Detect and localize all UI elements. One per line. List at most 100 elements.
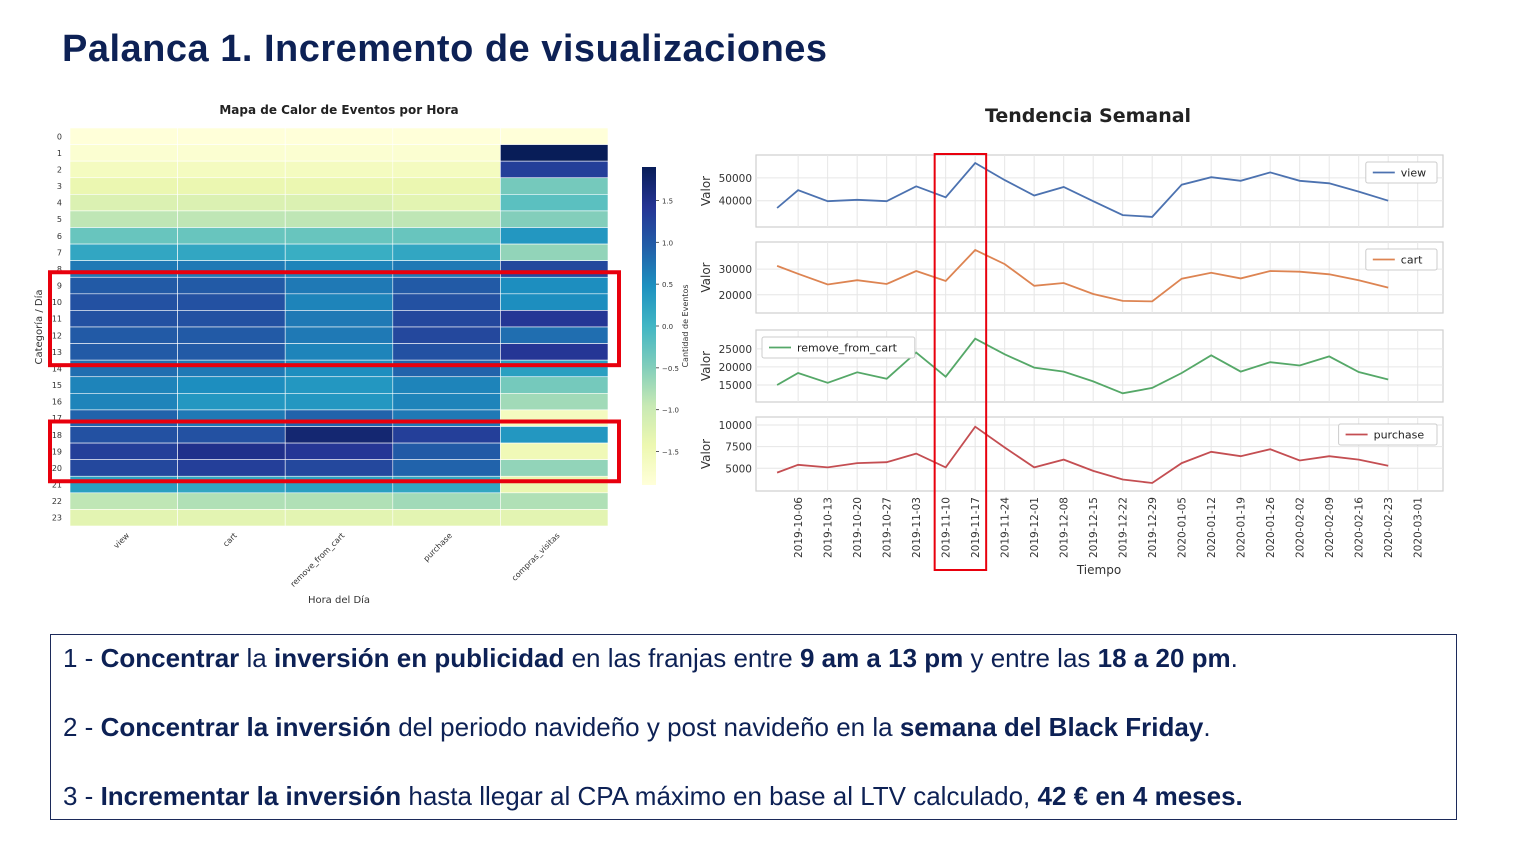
trend-x-tick-label: 2019-11-03 <box>911 497 923 558</box>
heatmap-cell <box>284 442 394 460</box>
heatmap-cell <box>69 210 178 228</box>
heatmap-cell <box>392 442 501 460</box>
heatmap-cell <box>284 409 394 427</box>
trend-x-tick-label: 2020-03-01 <box>1413 497 1425 558</box>
heatmap-cell <box>392 359 501 378</box>
heatmap-cell <box>69 177 178 195</box>
heatmap-row-label: 6 <box>57 232 62 241</box>
heatmap-cell <box>177 160 286 179</box>
trend-x-tick-label: 2020-02-23 <box>1383 497 1395 558</box>
heatmap-cell <box>284 276 394 295</box>
heatmap-row-label: 10 <box>52 298 62 307</box>
heatmap-cell <box>177 127 286 145</box>
heatmap-cell <box>500 194 609 212</box>
heatmap-cell <box>69 343 178 361</box>
recommendation-3: 3 - Incrementar la inversión hasta llega… <box>63 781 1444 850</box>
heatmap-cell <box>284 210 394 228</box>
heatmap-cell <box>284 475 394 494</box>
heatmap-cell <box>392 210 501 228</box>
note-text: 9 am a 13 pm <box>799 643 964 673</box>
heatmap-col-label: compras_visitas <box>510 531 562 583</box>
heatmap-cell <box>392 409 501 427</box>
heatmap-cell <box>177 243 286 261</box>
note-number: 1 - <box>63 643 101 673</box>
trend-x-tick-label: 2019-10-06 <box>793 497 805 558</box>
heatmap-cell <box>500 492 609 510</box>
heatmap-row-label: 22 <box>52 497 62 506</box>
heatmap-cell <box>69 376 178 394</box>
note-text: del periodo navideño y post navideño en … <box>391 712 900 742</box>
heatmap-cell <box>177 492 286 510</box>
heatmap-cell <box>500 326 609 344</box>
note-text: . <box>1230 643 1238 673</box>
trend-series-line-remove_from_cart <box>776 337 1389 395</box>
heatmap-cell <box>500 393 609 411</box>
heatmap-col-label: remove_from_cart <box>289 531 347 589</box>
heatmap-cell <box>177 210 286 228</box>
heatmap-title: Mapa de Calor de Eventos por Hora <box>219 103 458 117</box>
heatmap-cell <box>392 127 501 145</box>
heatmap-cell <box>500 260 609 278</box>
heatmap-highlight-box <box>48 270 621 368</box>
heatmap-row-label: 1 <box>57 149 62 158</box>
heatmap-cell <box>392 194 501 212</box>
heatmap-cell <box>177 343 286 361</box>
heatmap-row-label: 17 <box>52 414 62 423</box>
colorbar-tick-label: 0.5 <box>662 281 673 289</box>
trend-legend-box <box>1365 161 1438 184</box>
heatmap-cell <box>69 426 178 444</box>
heatmap-cell <box>500 376 609 394</box>
heatmap-row-label: 2 <box>57 165 62 174</box>
heatmap-cell <box>392 326 501 344</box>
trend-y-axis-label: Valor <box>699 351 713 381</box>
heatmap-cell <box>284 509 394 527</box>
note-text: Concentrar <box>100 643 240 673</box>
note-text: Incrementar la inversión <box>100 781 402 811</box>
colorbar-tick-label: 0.0 <box>662 323 673 331</box>
heatmap-cell <box>500 409 609 427</box>
heatmap-cell <box>69 459 178 477</box>
trend-x-tick-label: 2020-02-02 <box>1295 497 1307 558</box>
recommendation-1: 1 - Concentrar la inversión en publicida… <box>63 643 1444 712</box>
heatmap-row-label: 15 <box>52 381 62 390</box>
trend-x-tick-label: 2019-12-08 <box>1059 497 1071 558</box>
heatmap-row-label: 3 <box>57 182 62 191</box>
trend-panel-frame <box>755 416 1444 492</box>
heatmap-row-label: 4 <box>57 199 62 208</box>
note-text: 42 € en 4 meses. <box>1037 781 1243 811</box>
heatmap-cell <box>177 310 286 328</box>
heatmap-cell <box>69 160 178 179</box>
note-number: 2 - <box>63 712 101 742</box>
colorbar-tick-label: 1.5 <box>662 197 673 205</box>
heatmap-row-label: 18 <box>52 431 62 440</box>
heatmap-cell <box>392 260 501 278</box>
note-text: hasta llegar al CPA máximo en base al LT… <box>401 781 1038 811</box>
heatmap-cell <box>500 276 609 295</box>
heatmap-cell <box>69 409 178 427</box>
heatmap-cell <box>392 144 501 162</box>
heatmap-cell <box>284 243 394 261</box>
heatmap-cell <box>500 459 609 477</box>
note-text: . <box>1203 712 1211 742</box>
heatmap-cell <box>392 492 501 510</box>
heatmap-cell <box>69 326 178 344</box>
heatmap-cell <box>177 393 286 411</box>
heatmap-cell <box>500 210 609 228</box>
trend-legend-box <box>1338 423 1438 446</box>
trend-title: Tendencia Semanal <box>985 105 1191 127</box>
trend-x-tick-label: 2019-10-20 <box>852 497 864 558</box>
heatmap-cell <box>69 293 178 311</box>
heatmap-col-label: cart <box>221 531 238 548</box>
trend-y-tick-label: 30000 <box>719 264 752 276</box>
trend-x-tick-label: 2019-10-27 <box>882 497 894 558</box>
trend-y-axis-label: Valor <box>699 176 713 206</box>
heatmap-cell <box>177 260 286 278</box>
heatmap-cell <box>284 144 394 162</box>
trend-y-tick-label: 50000 <box>719 173 752 185</box>
heatmap-cell <box>284 359 394 378</box>
trend-x-tick-label: 2020-02-16 <box>1354 497 1366 558</box>
heatmap-cell <box>177 227 286 245</box>
heatmap-chart: Mapa de Calor de Eventos por Hora0123456… <box>33 103 690 606</box>
colorbar-label: Cantidad de Eventos <box>681 284 690 367</box>
note-text: y entre las <box>963 643 1098 673</box>
